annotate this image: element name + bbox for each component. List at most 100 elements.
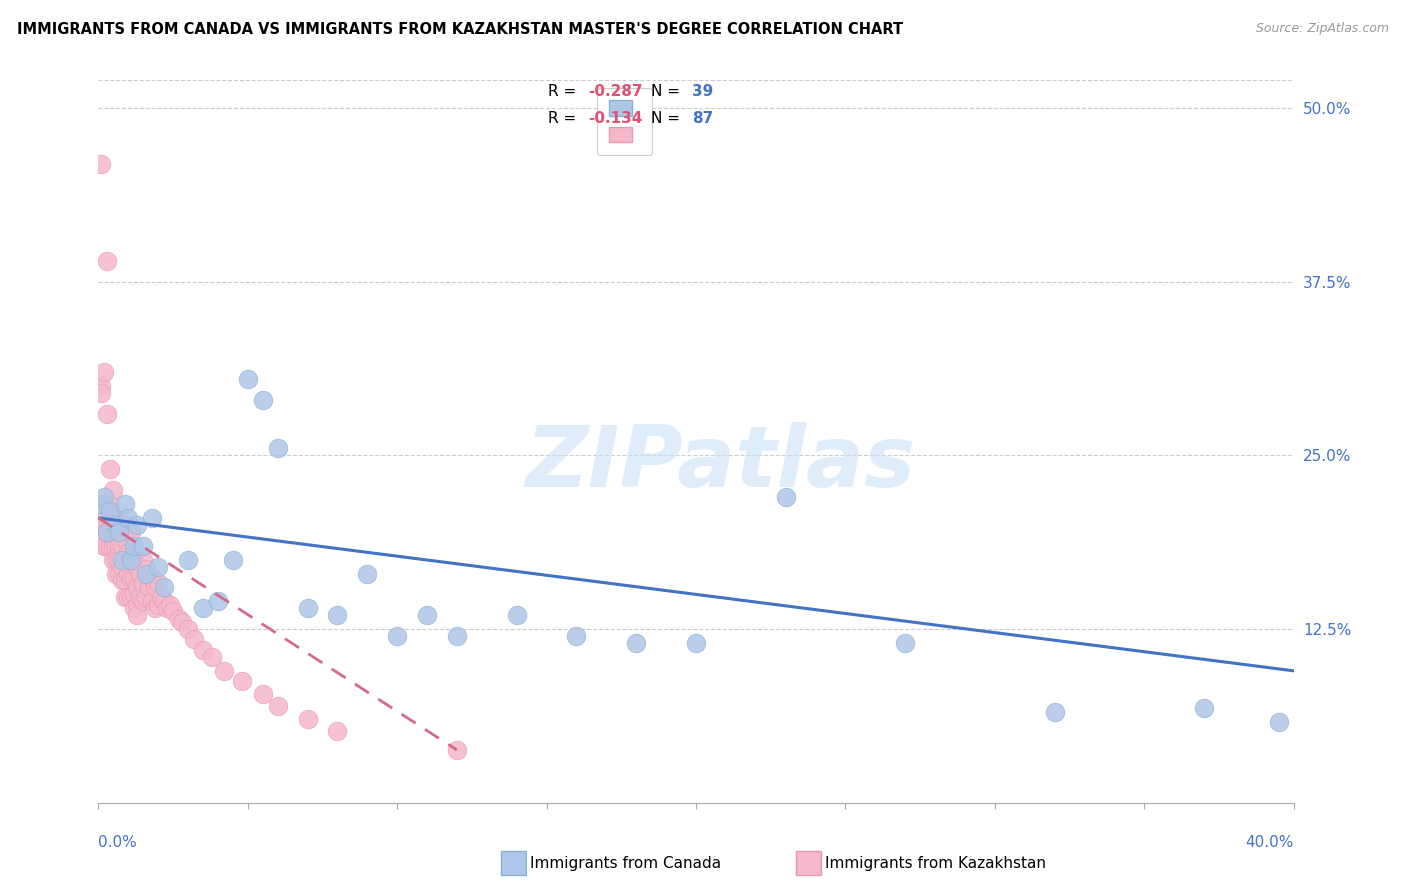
- Point: [267, 698, 290, 713]
- Point: [124, 539, 146, 553]
- Point: [127, 517, 149, 532]
- Point: [114, 532, 136, 546]
- Point: [103, 552, 125, 566]
- Point: [108, 552, 131, 566]
- Point: [120, 590, 142, 604]
- Point: [565, 629, 588, 643]
- Point: [105, 524, 128, 539]
- Legend: , : ,: [596, 88, 652, 155]
- Point: [1267, 715, 1289, 730]
- Point: [111, 552, 134, 566]
- Point: [120, 552, 142, 566]
- Point: [162, 604, 184, 618]
- Point: [96, 524, 118, 539]
- Point: [148, 559, 170, 574]
- Point: [1192, 701, 1215, 715]
- Point: [231, 673, 253, 688]
- Point: [105, 511, 128, 525]
- Point: [135, 566, 157, 581]
- Point: [326, 723, 349, 738]
- Text: 0.0%: 0.0%: [98, 835, 138, 850]
- Point: [114, 552, 136, 566]
- Point: [297, 713, 319, 727]
- Point: [120, 524, 142, 539]
- Point: [93, 365, 115, 379]
- Point: [93, 504, 115, 518]
- Point: [127, 599, 149, 613]
- Text: IMMIGRANTS FROM CANADA VS IMMIGRANTS FROM KAZAKHSTAN MASTER'S DEGREE CORRELATION: IMMIGRANTS FROM CANADA VS IMMIGRANTS FRO…: [17, 22, 903, 37]
- Point: [108, 524, 131, 539]
- Point: [105, 552, 128, 566]
- Point: [148, 599, 170, 613]
- Point: [127, 608, 149, 623]
- Point: [132, 539, 155, 553]
- Point: [252, 687, 274, 701]
- Point: [775, 490, 797, 504]
- Point: [138, 581, 160, 595]
- Point: [252, 392, 274, 407]
- Point: [143, 581, 166, 595]
- Point: [103, 532, 125, 546]
- Point: [105, 566, 128, 581]
- Point: [385, 629, 409, 643]
- Point: [98, 511, 122, 525]
- Point: [1043, 706, 1066, 720]
- Point: [111, 517, 134, 532]
- Point: [117, 511, 139, 525]
- Point: [96, 539, 118, 553]
- Point: [124, 587, 146, 601]
- Point: [135, 562, 157, 576]
- Point: [159, 599, 181, 613]
- Point: [120, 571, 142, 585]
- Point: [297, 601, 319, 615]
- Point: [141, 594, 163, 608]
- Point: [96, 517, 118, 532]
- Point: [117, 566, 139, 581]
- Point: [108, 566, 131, 581]
- Point: [135, 590, 157, 604]
- Point: [416, 608, 439, 623]
- Point: [105, 517, 128, 532]
- Point: [201, 649, 224, 664]
- Text: -0.287: -0.287: [588, 85, 643, 99]
- Point: [98, 497, 122, 511]
- Point: [114, 574, 136, 588]
- Point: [326, 608, 349, 623]
- Point: [96, 524, 118, 539]
- Point: [148, 576, 170, 591]
- Point: [93, 490, 115, 504]
- Text: N =: N =: [651, 112, 685, 126]
- Point: [103, 517, 125, 532]
- Point: [96, 407, 118, 421]
- Point: [129, 590, 152, 604]
- Point: [150, 590, 173, 604]
- Point: [132, 576, 155, 591]
- Point: [127, 581, 149, 595]
- Point: [236, 372, 259, 386]
- Text: Immigrants from Canada: Immigrants from Canada: [530, 856, 721, 871]
- Point: [141, 571, 163, 585]
- Point: [626, 636, 648, 650]
- Point: [111, 574, 134, 588]
- Point: [132, 552, 155, 566]
- Point: [117, 590, 139, 604]
- Point: [117, 546, 139, 560]
- Point: [103, 483, 125, 498]
- Point: [446, 743, 468, 757]
- Point: [356, 566, 378, 581]
- Text: R =: R =: [548, 112, 582, 126]
- Point: [167, 612, 190, 626]
- Point: [183, 632, 205, 646]
- Text: 40.0%: 40.0%: [1246, 835, 1294, 850]
- Point: [124, 552, 146, 566]
- Point: [93, 524, 115, 539]
- Point: [212, 664, 235, 678]
- Text: Immigrants from Kazakhstan: Immigrants from Kazakhstan: [825, 856, 1046, 871]
- Point: [90, 497, 112, 511]
- Point: [191, 601, 214, 615]
- Point: [143, 601, 166, 615]
- Point: [153, 581, 176, 595]
- Point: [98, 462, 122, 476]
- Point: [105, 539, 128, 553]
- Point: [191, 643, 214, 657]
